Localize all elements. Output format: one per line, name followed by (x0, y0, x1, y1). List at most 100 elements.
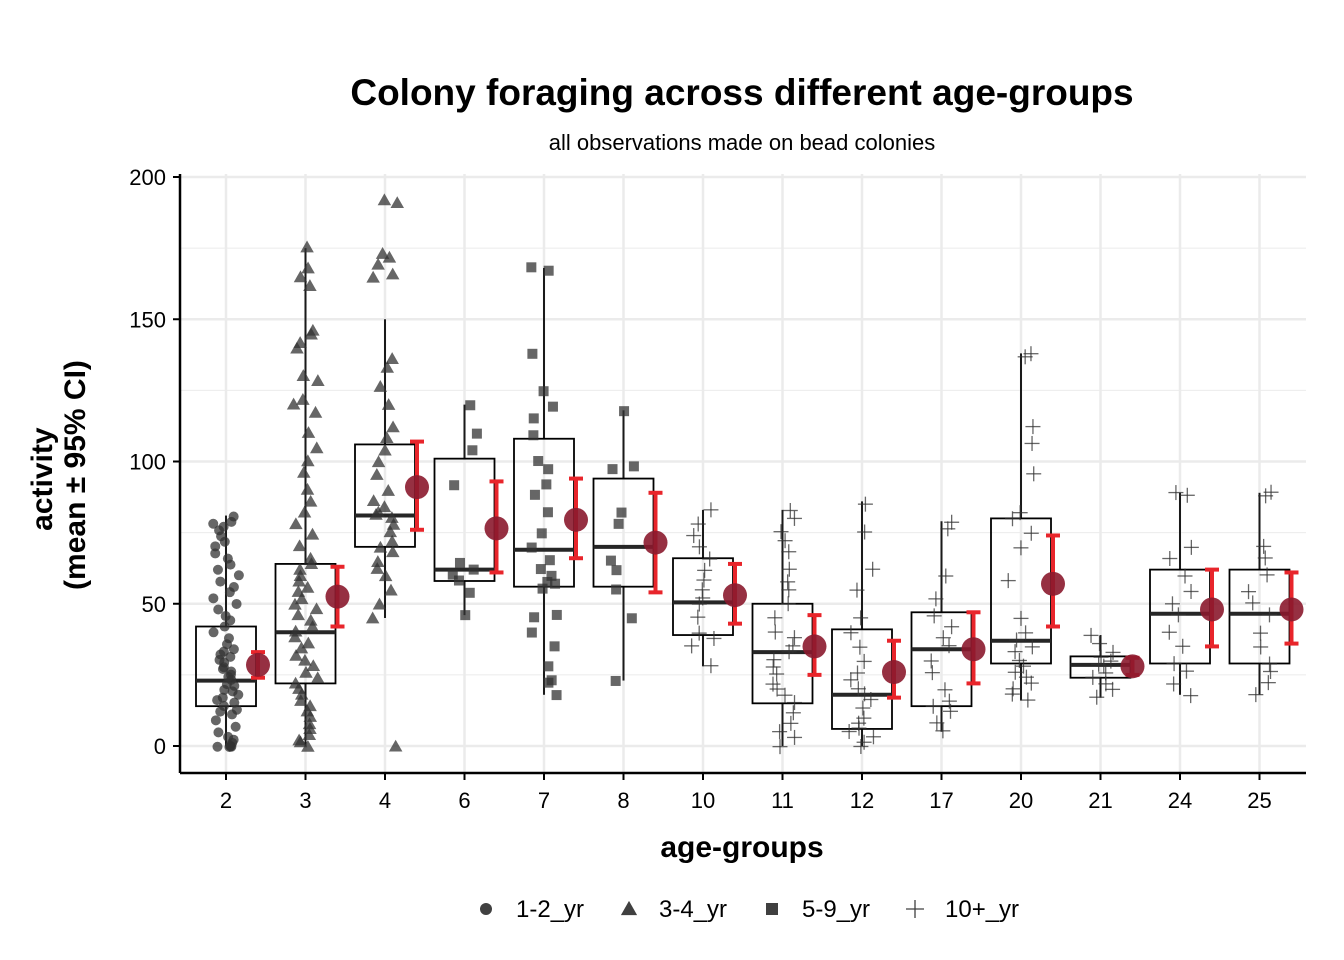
data-point (223, 633, 234, 644)
data-point (1103, 653, 1119, 669)
data-point (1091, 656, 1107, 672)
data-point (628, 461, 639, 472)
data-point (690, 516, 706, 532)
data-point (1257, 550, 1273, 566)
data-point (786, 510, 802, 526)
mean-point (246, 652, 270, 677)
data-point (543, 661, 554, 672)
data-point (1089, 689, 1105, 705)
legend-symbol (620, 900, 638, 916)
data-point (305, 620, 320, 632)
data-point (1183, 539, 1199, 555)
data-point (288, 624, 303, 637)
data-point (303, 551, 318, 564)
data-point (765, 659, 781, 675)
data-point (296, 393, 310, 405)
data-point (370, 562, 384, 574)
data-point (1166, 656, 1182, 672)
data-point (853, 738, 869, 754)
chart-subtitle: all observations made on bead colonies (549, 130, 935, 155)
data-point (925, 698, 941, 714)
data-point (781, 544, 797, 560)
data-point (289, 648, 303, 661)
data-point (767, 624, 783, 640)
legend-item-1-2_yr: 1-2_yr (480, 896, 584, 923)
y-axis-title-line-1: activity (26, 427, 59, 531)
data-point (383, 525, 398, 538)
data-point (311, 374, 325, 386)
data-point (301, 636, 316, 649)
x-tick-label: 6 (458, 788, 470, 813)
data-point (841, 724, 857, 740)
data-point (610, 675, 621, 686)
chart-title: Colony foraging across different age-gro… (350, 72, 1133, 113)
data-point (464, 587, 475, 598)
mean-point (484, 516, 509, 541)
data-point (1013, 610, 1029, 626)
data-point (1017, 349, 1033, 365)
data-point (296, 369, 311, 381)
data-point (852, 639, 868, 655)
data-point (304, 613, 318, 626)
data-point (543, 265, 554, 276)
data-point (390, 196, 405, 209)
age-group-8 (592, 406, 668, 686)
data-point (385, 267, 400, 280)
data-point (541, 479, 552, 490)
data-point (928, 591, 944, 607)
data-point (856, 653, 872, 669)
data-point (371, 257, 385, 270)
data-point (385, 352, 399, 364)
data-point (302, 717, 317, 730)
data-point (1024, 639, 1040, 655)
age-group-11 (751, 502, 827, 755)
data-point (385, 534, 399, 547)
data-point (781, 582, 797, 598)
age-group-7 (513, 262, 588, 701)
data-point (373, 540, 388, 553)
data-point (210, 715, 221, 726)
data-point (471, 428, 482, 439)
data-point (850, 681, 866, 697)
data-point (310, 671, 325, 684)
x-tick-label: 20 (1009, 788, 1033, 813)
data-point (547, 401, 558, 412)
data-point (856, 710, 872, 726)
data-point (526, 542, 537, 553)
plot-marks (195, 193, 1304, 755)
data-point (1098, 665, 1114, 681)
mean-point (723, 583, 747, 608)
data-point (222, 553, 233, 564)
data-point (303, 494, 318, 507)
data-point (1018, 625, 1034, 641)
legend-symbol (766, 903, 778, 915)
data-point (772, 739, 788, 755)
legend-label: 5-9_yr (802, 896, 870, 923)
data-point (611, 565, 622, 576)
data-point (300, 580, 315, 593)
data-point (1012, 505, 1028, 521)
data-point (1262, 656, 1278, 672)
data-point (378, 443, 392, 456)
data-point (300, 482, 315, 495)
data-point (780, 574, 796, 590)
data-point (781, 644, 797, 660)
data-point (218, 701, 229, 712)
data-point (1009, 632, 1025, 648)
data-point (292, 539, 307, 552)
data-point (299, 665, 313, 678)
data-point (937, 682, 953, 698)
data-point (386, 420, 400, 433)
data-point (942, 703, 958, 719)
data-point (210, 541, 221, 552)
data-point (544, 555, 555, 566)
data-point (938, 568, 954, 584)
mean-point (1279, 597, 1304, 622)
age-group-3 (274, 240, 350, 752)
data-point (306, 659, 321, 672)
x-tick-label: 11 (771, 788, 794, 813)
data-point (626, 613, 637, 624)
x-tick-label: 17 (929, 788, 953, 813)
